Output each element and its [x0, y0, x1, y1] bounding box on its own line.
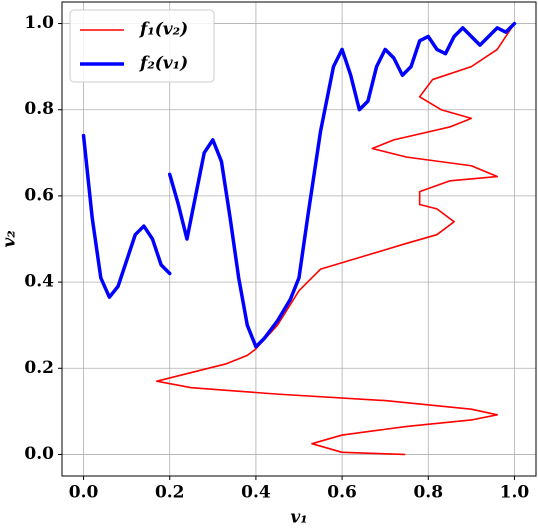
- x-tick-label: 0.6: [327, 483, 357, 503]
- x-tick-label: 1.0: [500, 483, 530, 503]
- y-tick-label: 0.4: [24, 272, 54, 292]
- y-tick-label: 0.6: [24, 185, 54, 205]
- y-tick-label: 0.8: [24, 99, 54, 119]
- y-tick-label: 0.2: [24, 358, 54, 378]
- y-axis-label: v₂: [0, 230, 20, 247]
- x-tick-label: 0.2: [155, 483, 185, 503]
- x-axis-label: v₁: [290, 508, 307, 528]
- plot-frame: [61, 1, 537, 477]
- x-tick-label: 0.0: [69, 483, 99, 503]
- y-tick-label: 0.0: [24, 444, 54, 464]
- x-tick-label: 0.8: [413, 483, 443, 503]
- legend-label: f₁(v₂): [139, 20, 188, 40]
- legend: f₁(v₂) f₂(v₁): [69, 9, 215, 83]
- series-line: [156, 22, 516, 456]
- y-tick-label: 1.0: [24, 13, 54, 33]
- x-tick-label: 0.4: [241, 483, 271, 503]
- legend-label: f₂(v₁): [139, 54, 188, 74]
- series-line: [81, 21, 517, 349]
